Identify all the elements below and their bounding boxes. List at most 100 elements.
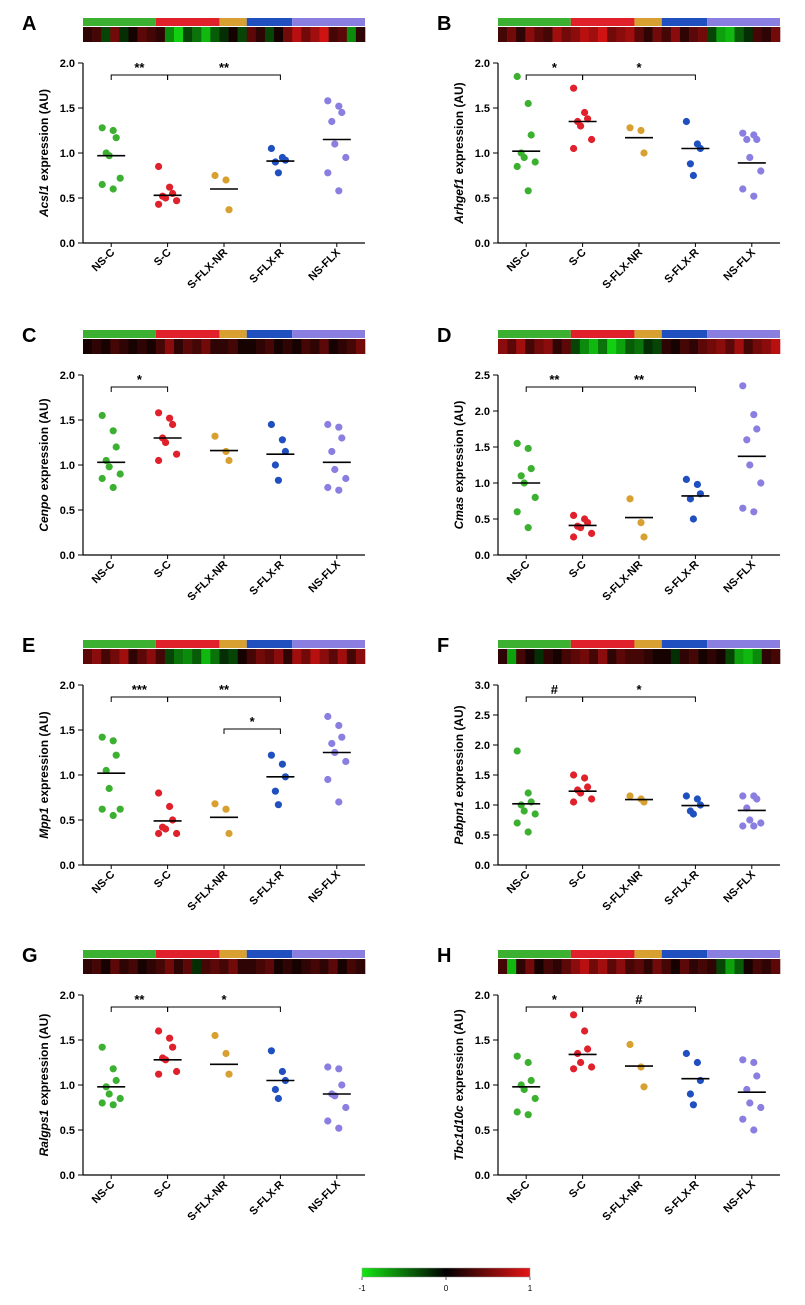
- heatmap-cell: [346, 959, 357, 974]
- data-point: [588, 795, 596, 803]
- data-point: [513, 1052, 521, 1060]
- heatmap-cell: [192, 959, 202, 974]
- data-point: [271, 158, 279, 166]
- data-point: [753, 795, 761, 803]
- data-point: [98, 1043, 106, 1051]
- heatmap-cell: [643, 649, 653, 664]
- data-point: [169, 816, 177, 824]
- heatmap-cell: [761, 649, 772, 664]
- panel-letter: B: [437, 13, 451, 35]
- data-point: [513, 72, 521, 81]
- heatmap-cell: [328, 27, 339, 42]
- heatmap-cell: [219, 649, 229, 664]
- y-tick-label: 1.0: [475, 478, 490, 490]
- heatmap-cell: [192, 649, 202, 664]
- x-tick-label: S-FLX-R: [662, 1179, 701, 1218]
- heatmap-cell: [101, 27, 111, 42]
- gene-name: Ralgps1: [37, 1109, 51, 1156]
- y-tick-label: 0.0: [475, 860, 490, 872]
- data-point: [513, 819, 521, 827]
- heatmap-cell: [752, 649, 763, 664]
- data-point: [173, 197, 181, 205]
- data-point: [588, 1063, 596, 1071]
- group-bar: [498, 330, 571, 338]
- data-point: [109, 1101, 117, 1109]
- data-point: [689, 810, 697, 818]
- data-point: [520, 153, 528, 162]
- heatmap-cell: [761, 959, 772, 974]
- data-point: [739, 1056, 747, 1064]
- data-point: [267, 420, 275, 429]
- data-point: [324, 420, 332, 429]
- data-point: [570, 84, 578, 92]
- heatmap-cell: [516, 649, 526, 664]
- heatmap-cell: [498, 339, 508, 354]
- heatmap-cell: [661, 339, 672, 354]
- group-bar: [570, 640, 635, 648]
- heatmap-cell: [210, 649, 220, 664]
- data-point: [342, 474, 350, 483]
- heatmap-cell: [543, 649, 553, 664]
- heatmap-cell: [164, 339, 175, 354]
- x-tick-label: NS-FLX: [721, 558, 758, 595]
- data-point: [98, 733, 106, 741]
- data-point: [338, 733, 346, 741]
- heatmap-cell: [743, 27, 754, 42]
- significance-label: *: [636, 60, 642, 75]
- heatmap-cell: [607, 27, 617, 42]
- heatmap-cell: [155, 27, 166, 42]
- x-tick-label: S-C: [152, 247, 174, 269]
- y-tick-label: 1.5: [60, 415, 75, 427]
- data-point: [173, 1067, 181, 1076]
- heatmap-cell: [292, 649, 302, 664]
- x-tick-label: S-FLX-NR: [600, 559, 645, 604]
- data-point: [682, 792, 690, 800]
- data-point: [335, 721, 343, 730]
- x-tick-label: S-FLX-NR: [600, 1179, 645, 1224]
- heatmap-cell: [525, 649, 535, 664]
- heatmap-cell: [607, 959, 617, 974]
- heatmap-cell: [255, 27, 266, 42]
- data-point: [626, 1040, 634, 1049]
- gene-name: Mpp1: [37, 807, 51, 839]
- x-tick-label: NS-FLX: [721, 1178, 758, 1215]
- significance-label: *: [552, 992, 558, 1007]
- x-tick-label: S-C: [152, 869, 174, 891]
- heatmap-cell: [128, 339, 138, 354]
- heatmap-cell: [588, 649, 599, 664]
- data-point: [524, 1111, 532, 1119]
- y-tick-label: 0.0: [60, 550, 75, 562]
- heatmap-cell: [734, 959, 744, 974]
- data-point: [116, 174, 124, 182]
- data-point: [746, 461, 754, 469]
- data-point: [581, 774, 589, 782]
- data-point: [682, 475, 690, 483]
- y-label-text: expression (AU): [37, 1014, 51, 1106]
- data-point: [211, 432, 219, 440]
- data-point: [267, 751, 275, 759]
- panel: E 0.0 0.5 1.0 1.5 2.0 Mpp1 expression (AU) NS-C S…: [22, 635, 366, 913]
- group-bar: [634, 18, 662, 26]
- heatmap-cell: [670, 649, 681, 664]
- x-tick-label: S-FLX-NR: [185, 247, 230, 292]
- heatmap-cell: [201, 649, 211, 664]
- x-tick-label: S-C: [152, 559, 174, 581]
- data-point: [335, 102, 343, 110]
- group-bar: [246, 640, 293, 648]
- x-tick-label: NS-FLX: [306, 1178, 343, 1215]
- data-point: [112, 134, 120, 142]
- data-point: [109, 483, 117, 492]
- heatmap-cell: [201, 959, 211, 974]
- heatmap-cell: [319, 959, 329, 974]
- data-point: [222, 176, 230, 184]
- heatmap-cell: [588, 27, 599, 42]
- data-point: [739, 504, 747, 512]
- data-point: [324, 712, 332, 721]
- data-point: [155, 162, 163, 171]
- heatmap-cell: [689, 649, 699, 664]
- heatmap-cell: [752, 27, 763, 42]
- heatmap-cell: [173, 959, 184, 974]
- heatmap-cell: [92, 27, 102, 42]
- y-label-text: expression (AU): [37, 711, 51, 803]
- data-point: [328, 739, 336, 748]
